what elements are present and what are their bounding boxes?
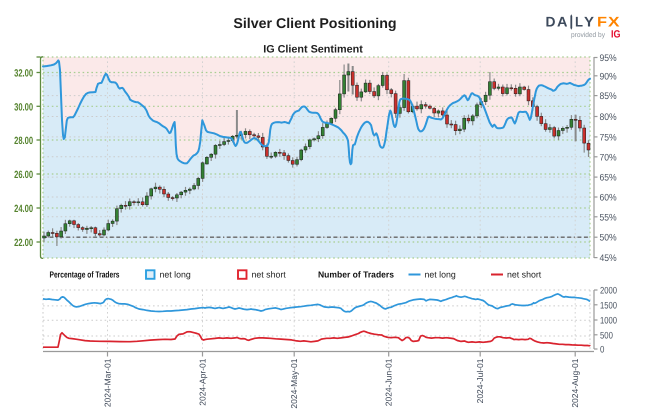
svg-text:500: 500	[600, 330, 613, 341]
svg-text:32.00: 32.00	[14, 68, 33, 80]
svg-text:provided by: provided by	[571, 31, 605, 39]
svg-text:50%: 50%	[600, 233, 618, 244]
svg-text:1500: 1500	[600, 300, 617, 311]
svg-text:0: 0	[600, 345, 604, 356]
svg-text:70%: 70%	[600, 152, 618, 163]
svg-text:80%: 80%	[600, 112, 618, 123]
svg-text:A: A	[557, 14, 568, 30]
svg-text:D: D	[546, 14, 556, 30]
svg-text:IG: IG	[611, 29, 621, 41]
svg-text:Percentage of Traders: Percentage of Traders	[50, 270, 120, 280]
svg-text:2024-Jun-01: 2024-Jun-01	[384, 358, 394, 406]
svg-text:L: L	[575, 14, 583, 30]
svg-text:Number of Traders: Number of Traders	[318, 270, 394, 280]
svg-text:net short: net short	[507, 270, 542, 280]
svg-text:26.00: 26.00	[14, 169, 33, 181]
svg-text:22.00: 22.00	[14, 237, 33, 249]
svg-text:2024-May-01: 2024-May-01	[289, 358, 299, 408]
svg-text:X: X	[608, 14, 620, 30]
svg-text:90%: 90%	[600, 71, 618, 82]
svg-text:IG Client Sentiment: IG Client Sentiment	[263, 44, 363, 56]
svg-text:2024-Apr-01: 2024-Apr-01	[198, 358, 208, 406]
svg-text:85%: 85%	[600, 91, 618, 102]
svg-text:2024-Jul-01: 2024-Jul-01	[475, 358, 485, 403]
svg-text:24.00: 24.00	[14, 203, 33, 215]
svg-text:30.00: 30.00	[14, 101, 33, 113]
svg-text:95%: 95%	[600, 53, 618, 64]
svg-text:net long: net long	[425, 270, 456, 280]
svg-text:2024-Mar-01: 2024-Mar-01	[103, 358, 113, 407]
svg-text:45%: 45%	[600, 253, 618, 264]
svg-text:75%: 75%	[600, 132, 618, 143]
svg-text:65%: 65%	[600, 173, 618, 184]
svg-text:F: F	[597, 14, 608, 30]
svg-text:Silver Client Positioning: Silver Client Positioning	[233, 16, 396, 32]
svg-text:1000: 1000	[600, 316, 617, 327]
svg-text:28.00: 28.00	[14, 135, 33, 147]
svg-text:2000: 2000	[600, 286, 617, 297]
svg-text:55%: 55%	[600, 212, 618, 223]
svg-text:net long: net long	[160, 270, 191, 280]
svg-text:60%: 60%	[600, 193, 618, 204]
svg-text:2024-Aug-01: 2024-Aug-01	[570, 358, 580, 407]
svg-text:Y: Y	[584, 14, 595, 30]
svg-text:net short: net short	[252, 270, 287, 280]
